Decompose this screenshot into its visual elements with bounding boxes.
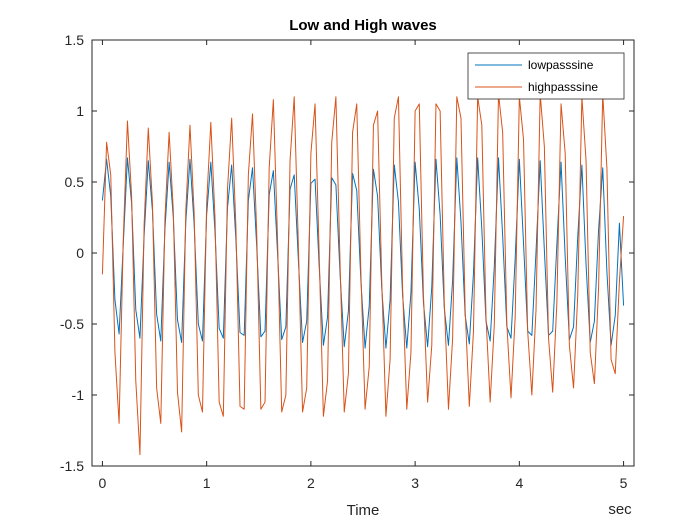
legend-label-lowpasssine: lowpasssine [528,58,594,72]
x-tick-label: 4 [515,475,523,491]
y-tick-label: -1 [72,387,85,403]
chart-title: Low and High waves [289,17,437,34]
x-axis-unit-label: sec [608,501,632,518]
y-tick-label: 1 [76,103,84,119]
x-tick-label: 3 [411,475,419,491]
legend-label-highpasssine: highpasssine [528,80,598,94]
y-tick-label: 0.5 [65,174,85,190]
series-line-highpasssine [101,93,625,456]
plot-area: 0 1 2 3 4 5 1.5 1 0.5 0 -0.5 -1 -1.5 [60,32,635,491]
y-tick-label: -1.5 [60,458,84,474]
x-axis-label: Time [347,502,380,519]
axes-background [92,40,634,466]
x-ticks: 0 1 2 3 4 5 [99,40,628,491]
y-tick-label: 0 [76,245,84,261]
y-tick-label: -0.5 [60,316,84,332]
y-tick-label: 1.5 [65,32,85,48]
x-tick-label: 2 [307,475,315,491]
series-line-lowpasssine [101,157,625,349]
legend: lowpasssine highpasssine [467,52,625,100]
y-ticks: 1.5 1 0.5 0 -0.5 -1 -1.5 [60,32,634,474]
x-tick-label: 1 [203,475,211,491]
x-tick-label: 5 [620,475,628,491]
x-tick-label: 0 [99,475,107,491]
series-layer [101,93,625,456]
legend-box [467,52,625,100]
